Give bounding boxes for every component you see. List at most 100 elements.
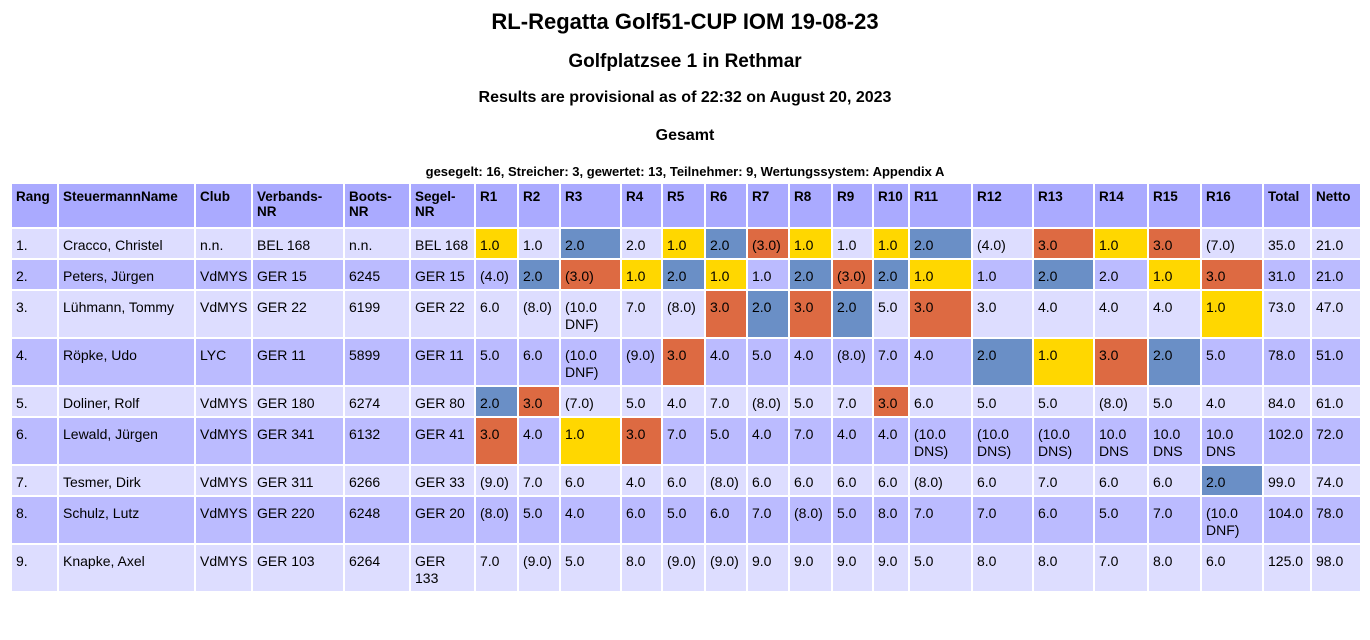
race-result-cell: 8.0 <box>1149 545 1200 591</box>
race-result-cell: 6.0 <box>622 497 661 543</box>
netto-cell: 47.0 <box>1312 291 1360 337</box>
name-cell: Knapke, Axel <box>59 545 194 591</box>
race-result-cell: 5.0 <box>1202 339 1262 385</box>
verband-cell: GER 15 <box>253 260 343 289</box>
verband-cell: GER 180 <box>253 387 343 416</box>
column-header-r14[interactable]: R14 <box>1095 184 1147 227</box>
race-result-cell: 7.0 <box>706 387 746 416</box>
column-header-segel-nr[interactable]: Segel-NR <box>411 184 474 227</box>
column-header-total[interactable]: Total <box>1264 184 1310 227</box>
race-result-cell: (8.0) <box>910 466 971 495</box>
race-result-cell: 6.0 <box>706 497 746 543</box>
name-cell: Schulz, Lutz <box>59 497 194 543</box>
race-result-cell: 1.0 <box>790 229 831 258</box>
column-header-r10[interactable]: R10 <box>874 184 908 227</box>
column-header-netto[interactable]: Netto <box>1312 184 1360 227</box>
club-cell: VdMYS <box>196 466 251 495</box>
race-result-cell: 8.0 <box>973 545 1032 591</box>
race-result-cell: 6.0 <box>663 466 704 495</box>
club-cell: VdMYS <box>196 497 251 543</box>
race-result-cell: 10.0 DNS <box>1095 418 1147 464</box>
race-result-cell: 2.0 <box>790 260 831 289</box>
race-result-cell: 5.0 <box>874 291 908 337</box>
race-result-cell: 5.0 <box>1095 497 1147 543</box>
segel-cell: GER 80 <box>411 387 474 416</box>
race-result-cell: 3.0 <box>973 291 1032 337</box>
race-result-cell: 4.0 <box>874 418 908 464</box>
club-cell: LYC <box>196 339 251 385</box>
race-result-cell: 2.0 <box>1149 339 1200 385</box>
table-row: 6. Lewald, Jürgen VdMYS GER 341 6132 GER 41 3.… <box>12 418 1360 464</box>
race-result-cell: 5.0 <box>476 339 517 385</box>
race-result-cell: 2.0 <box>910 229 971 258</box>
race-result-cell: 7.0 <box>1034 466 1093 495</box>
column-header-r15[interactable]: R15 <box>1149 184 1200 227</box>
verband-cell: BEL 168 <box>253 229 343 258</box>
column-header-club[interactable]: Club <box>196 184 251 227</box>
race-result-cell: 6.0 <box>1095 466 1147 495</box>
column-header-r16[interactable]: R16 <box>1202 184 1262 227</box>
column-header-verbands-nr[interactable]: Verbands-NR <box>253 184 343 227</box>
race-result-cell: 9.0 <box>833 545 872 591</box>
column-header-rang[interactable]: Rang <box>12 184 57 227</box>
race-result-cell: 5.0 <box>663 497 704 543</box>
column-header-r13[interactable]: R13 <box>1034 184 1093 227</box>
race-result-cell: 6.0 <box>874 466 908 495</box>
boot-cell: 6264 <box>345 545 409 591</box>
column-header-r4[interactable]: R4 <box>622 184 661 227</box>
column-header-r3[interactable]: R3 <box>561 184 620 227</box>
column-header-r6[interactable]: R6 <box>706 184 746 227</box>
column-header-boots-nr[interactable]: Boots-NR <box>345 184 409 227</box>
rang-cell: 7. <box>12 466 57 495</box>
race-result-cell: 5.0 <box>561 545 620 591</box>
column-header-r7[interactable]: R7 <box>748 184 788 227</box>
column-header-r5[interactable]: R5 <box>663 184 704 227</box>
race-result-cell: 1.0 <box>973 260 1032 289</box>
race-result-cell: 2.0 <box>706 229 746 258</box>
race-result-cell: 4.0 <box>706 339 746 385</box>
race-result-cell: (4.0) <box>973 229 1032 258</box>
race-result-cell: 4.0 <box>663 387 704 416</box>
netto-cell: 21.0 <box>1312 229 1360 258</box>
race-result-cell: 1.0 <box>1095 229 1147 258</box>
race-result-cell: 1.0 <box>748 260 788 289</box>
race-result-cell: (8.0) <box>790 497 831 543</box>
column-header-r12[interactable]: R12 <box>973 184 1032 227</box>
verband-cell: GER 311 <box>253 466 343 495</box>
race-result-cell: 3.0 <box>663 339 704 385</box>
rang-cell: 3. <box>12 291 57 337</box>
race-result-cell: (8.0) <box>833 339 872 385</box>
race-result-cell: 1.0 <box>833 229 872 258</box>
results-table: Rang SteuermannName Club Verbands-NR Boots-N… <box>10 182 1362 593</box>
verband-cell: GER 103 <box>253 545 343 591</box>
column-header-r9[interactable]: R9 <box>833 184 872 227</box>
race-result-cell: 9.0 <box>748 545 788 591</box>
race-result-cell: 7.0 <box>1095 545 1147 591</box>
race-result-cell: (10.0 DNS) <box>973 418 1032 464</box>
race-result-cell: 6.0 <box>1202 545 1262 591</box>
race-result-cell: 4.0 <box>519 418 559 464</box>
race-result-cell: 4.0 <box>1095 291 1147 337</box>
boot-cell: 6199 <box>345 291 409 337</box>
race-result-cell: 3.0 <box>874 387 908 416</box>
race-result-cell: 7.0 <box>622 291 661 337</box>
table-row: 5. Doliner, Rolf VdMYS GER 180 6274 GER 80 2.0… <box>12 387 1360 416</box>
race-result-cell: 6.0 <box>476 291 517 337</box>
race-result-cell: 5.0 <box>1149 387 1200 416</box>
table-row: 7. Tesmer, Dirk VdMYS GER 311 6266 GER 33 (9.0… <box>12 466 1360 495</box>
boot-cell: 6248 <box>345 497 409 543</box>
race-result-cell: 6.0 <box>973 466 1032 495</box>
race-result-cell: 4.0 <box>833 418 872 464</box>
race-result-cell: 1.0 <box>561 418 620 464</box>
table-row: 8. Schulz, Lutz VdMYS GER 220 6248 GER 20 (8.0… <box>12 497 1360 543</box>
column-header-r1[interactable]: R1 <box>476 184 517 227</box>
summary-line: gesegelt: 16, Streicher: 3, gewertet: 13… <box>425 164 945 179</box>
race-result-cell: (10.0 DNS) <box>910 418 971 464</box>
boot-cell: n.n. <box>345 229 409 258</box>
column-header-r11[interactable]: R11 <box>910 184 971 227</box>
column-header-r2[interactable]: R2 <box>519 184 559 227</box>
column-header-r8[interactable]: R8 <box>790 184 831 227</box>
column-header-steuermannname[interactable]: SteuermannName <box>59 184 194 227</box>
table-row: 4. Röpke, Udo LYC GER 11 5899 GER 11 5.0 6.0 (10… <box>12 339 1360 385</box>
race-result-cell: 8.0 <box>874 497 908 543</box>
